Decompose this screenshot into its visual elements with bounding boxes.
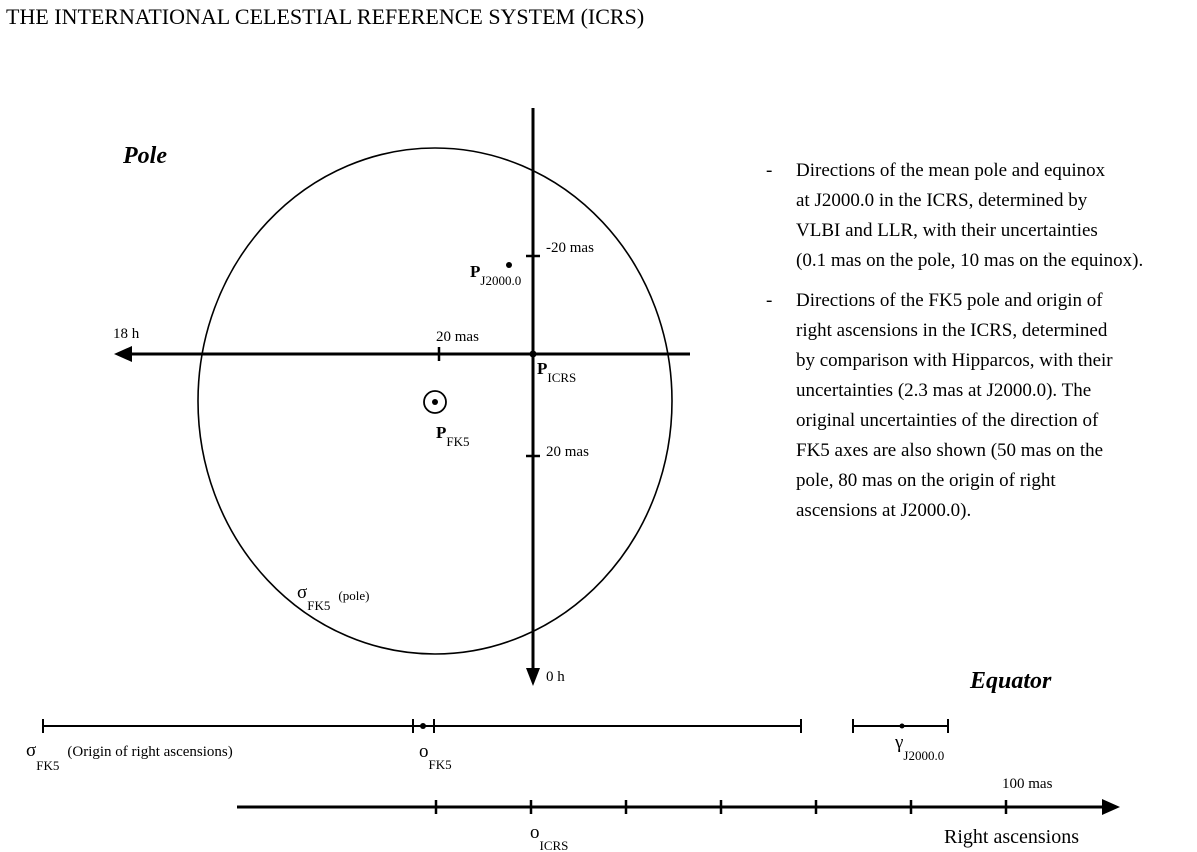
note-line: Directions of the FK5 pole and origin of xyxy=(796,286,1190,316)
note-line: by comparison with Hipparcos, with their xyxy=(796,346,1190,376)
note-line: right ascensions in the ICRS, determined xyxy=(796,316,1190,346)
label-o-fk5: oFK5 xyxy=(419,741,452,772)
note-text: Directions of the mean pole and equinox … xyxy=(796,156,1190,276)
tick-label-20-mas-bottom: 20 mas xyxy=(546,444,589,460)
note-line: VLBI and LLR, with their uncertainties xyxy=(796,216,1190,246)
label-sigma-fk5-origin: σFK5(Origin of right ascensions) xyxy=(26,740,233,773)
label-p-fk5: PFK5 xyxy=(436,423,470,449)
label-18h: 18 h xyxy=(113,326,140,342)
label-right-ascensions: Right ascensions xyxy=(944,826,1079,848)
note-line: ascensions at J2000.0). xyxy=(796,496,1190,526)
note-line: pole, 80 mas on the origin of right xyxy=(796,466,1190,496)
label-0h: 0 h xyxy=(546,669,565,685)
o-fk5-point xyxy=(420,723,426,729)
note-line: original uncertainties of the direction … xyxy=(796,406,1190,436)
note-dash: - xyxy=(760,286,796,526)
note-fk5-directions: - Directions of the FK5 pole and origin … xyxy=(760,286,1190,526)
label-100-mas: 100 mas xyxy=(1002,776,1053,792)
note-line: Directions of the mean pole and equinox xyxy=(796,156,1190,186)
note-line: (0.1 mas on the pole, 10 mas on the equi… xyxy=(796,246,1190,276)
equator-heading: Equator xyxy=(969,668,1052,694)
p-j2000-point xyxy=(506,262,512,268)
label-p-icrs: PICRS xyxy=(537,359,576,385)
note-line: FK5 axes are also shown (50 mas on the xyxy=(796,436,1190,466)
gamma-j2000-point xyxy=(900,724,905,729)
note-text: Directions of the FK5 pole and origin of… xyxy=(796,286,1190,526)
right-ascension-arrow-icon xyxy=(1102,799,1120,815)
tick-label-minus20-mas: -20 mas xyxy=(546,240,594,256)
legend-notes: - Directions of the mean pole and equino… xyxy=(760,156,1190,536)
label-gamma-j2000: γJ2000.0 xyxy=(894,732,944,763)
arrow-18h-icon xyxy=(114,346,132,362)
arrow-0h-icon xyxy=(526,668,540,686)
tick-label-20-mas-left: 20 mas xyxy=(436,329,479,345)
label-sigma-fk5-pole: σFK5(pole) xyxy=(297,582,369,613)
p-icrs-point xyxy=(530,351,537,358)
p-fk5-point xyxy=(432,399,438,405)
note-mean-pole-equinox: - Directions of the mean pole and equino… xyxy=(760,156,1190,276)
label-o-icrs: oICRS xyxy=(530,822,568,852)
label-p-j2000: PJ2000.0 xyxy=(470,262,521,288)
note-line: at J2000.0 in the ICRS, determined by xyxy=(796,186,1190,216)
note-dash: - xyxy=(760,156,796,276)
note-line: uncertainties (2.3 mas at J2000.0). The xyxy=(796,376,1190,406)
pole-heading: Pole xyxy=(122,143,167,169)
